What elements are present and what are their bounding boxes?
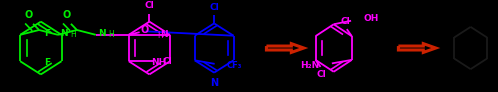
Text: N: N	[210, 78, 218, 88]
Text: H: H	[70, 30, 76, 39]
Text: O: O	[25, 10, 33, 20]
Text: Cl: Cl	[144, 1, 154, 10]
Text: O: O	[63, 10, 71, 20]
Text: N: N	[160, 30, 168, 39]
Text: N: N	[98, 29, 106, 38]
Text: N: N	[60, 29, 68, 38]
Text: F: F	[44, 29, 51, 38]
Text: H: H	[157, 31, 163, 40]
Text: CF₃: CF₃	[227, 61, 243, 70]
Text: Cl: Cl	[209, 3, 219, 12]
Text: O: O	[140, 25, 149, 35]
Text: OH: OH	[364, 15, 379, 23]
Text: NH: NH	[151, 58, 166, 67]
Text: Cl: Cl	[341, 17, 351, 26]
Text: Cl: Cl	[162, 57, 172, 66]
Text: F: F	[44, 58, 51, 67]
Text: H₂N: H₂N	[300, 61, 319, 70]
Text: Cl: Cl	[317, 70, 326, 79]
Text: H: H	[108, 30, 114, 39]
